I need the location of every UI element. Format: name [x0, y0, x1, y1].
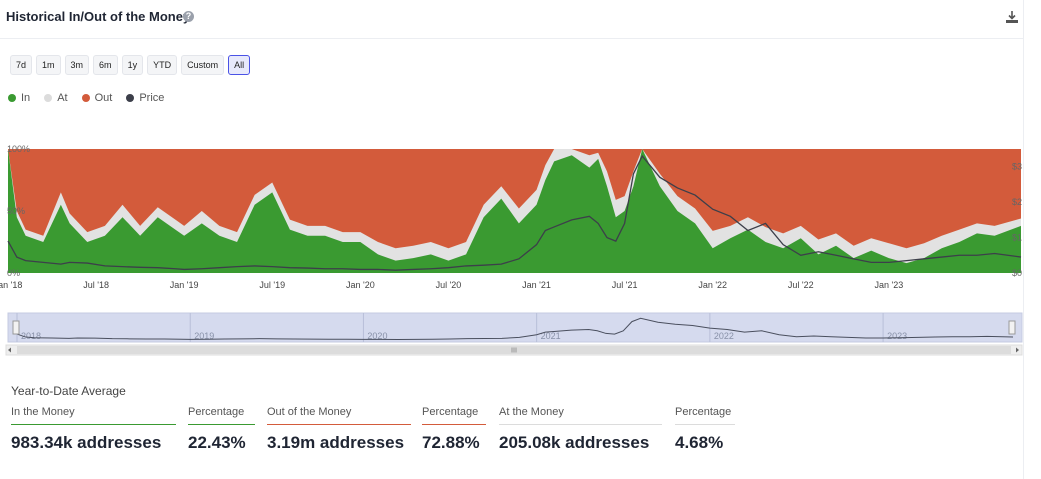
legend-dot — [126, 94, 135, 102]
y-right-tick-label: $2 — [1012, 197, 1022, 207]
navigator-year-label: 2022 — [714, 331, 734, 341]
x-tick-label: Jan '19 — [170, 280, 199, 290]
y-tick-label: 50% — [7, 206, 25, 216]
price-line — [7, 154, 1022, 271]
legend-dot — [44, 94, 53, 102]
stat-value: 4.68% — [675, 433, 724, 452]
x-tick-label: Jul '18 — [83, 280, 109, 290]
x-tick-label: Jan '22 — [698, 280, 727, 290]
stat-value: 3.19m addresses — [267, 433, 405, 452]
help-icon[interactable]: ? — [183, 11, 194, 22]
stat-column: At the Money 205.08k addresses — [499, 406, 662, 453]
range-button-custom[interactable]: Custom — [181, 55, 225, 75]
stat-column: In the Money 983.34k addresses — [11, 406, 176, 453]
legend-dot — [8, 94, 16, 102]
page-title: Historical In/Out of the Money — [6, 9, 191, 24]
panel-header: Historical In/Out of the Money ? — [0, 0, 1023, 39]
range-button-7d[interactable]: 7d — [10, 55, 33, 75]
range-button-6m[interactable]: 6m — [93, 55, 118, 75]
stat-column: Percentage 4.68% — [675, 406, 735, 453]
navigator-year-label: 2023 — [887, 331, 907, 341]
legend-label: At — [57, 92, 68, 104]
y-right-tick-label: $0 — [1012, 268, 1022, 278]
x-tick-label: Jul '20 — [436, 280, 462, 290]
x-tick-label: Jan '18 — [0, 280, 22, 290]
y-right-tick-label: $3 — [1012, 162, 1022, 172]
navigator-year-label: 2021 — [541, 331, 561, 341]
stat-value: 205.08k addresses — [499, 433, 650, 452]
download-icon[interactable] — [1004, 9, 1020, 25]
chart-legend: In At Out Price — [8, 92, 164, 104]
scroll-left-icon[interactable] — [8, 347, 11, 353]
stat-value: 983.34k addresses — [11, 433, 162, 452]
chart-navigator[interactable]: 2018 2019 2020 2021 2022 2023 — [0, 312, 1024, 357]
x-tick-label: Jul '19 — [259, 280, 285, 290]
range-button-all[interactable]: All — [228, 55, 251, 75]
legend-label: Out — [94, 92, 113, 104]
legend-item-at[interactable]: At — [44, 92, 68, 104]
x-tick-label: Jan '21 — [522, 280, 551, 290]
stat-label: In the Money — [11, 406, 176, 425]
legend-label: In — [21, 92, 31, 104]
range-selector: 7d 1m 3m 6m 1y YTD Custom All — [10, 55, 251, 75]
navigator-handle-left[interactable] — [12, 320, 20, 335]
panel-border — [1023, 0, 1024, 479]
range-button-1m[interactable]: 1m — [36, 55, 61, 75]
legend-dot — [81, 94, 90, 102]
x-tick-label: Jul '21 — [612, 280, 638, 290]
y-tick-label: 0% — [7, 268, 20, 278]
stats-title: Year-to-Date Average — [11, 384, 126, 398]
legend-label: Price — [139, 92, 165, 104]
navigator-year-label: 2019 — [194, 331, 214, 341]
legend-item-out[interactable]: Out — [81, 92, 113, 104]
stat-label: Percentage — [422, 406, 486, 425]
range-button-ytd[interactable]: YTD — [147, 55, 178, 75]
x-tick-label: Jan '20 — [346, 280, 375, 290]
range-button-3m[interactable]: 3m — [64, 55, 90, 75]
x-tick-label: Jul '22 — [788, 280, 814, 290]
stat-label: Percentage — [675, 406, 735, 425]
x-tick-label: Jan '23 — [874, 280, 903, 290]
range-button-1y[interactable]: 1y — [121, 55, 144, 75]
stat-column: Out of the Money 3.19m addresses — [267, 406, 411, 453]
navigator-handle-right[interactable] — [1008, 320, 1016, 335]
legend-item-price[interactable]: Price — [126, 92, 164, 104]
stat-value: 72.88% — [422, 433, 480, 452]
stat-label: Out of the Money — [267, 406, 411, 425]
navigator-year-label: 2020 — [367, 331, 387, 341]
navigator-year-label: 2018 — [21, 331, 41, 341]
stat-label: At the Money — [499, 406, 662, 425]
scroll-right-icon[interactable] — [1016, 347, 1019, 353]
legend-item-in[interactable]: In — [8, 92, 30, 104]
in-area — [8, 149, 1021, 273]
stat-value: 22.43% — [188, 433, 246, 452]
stat-column: Percentage 72.88% — [422, 406, 486, 453]
scroll-grip-icon — [511, 347, 517, 353]
navigator-price-line — [16, 317, 1014, 340]
stat-column: Percentage 22.43% — [188, 406, 255, 453]
y-right-tick-label: $1 — [1012, 233, 1022, 243]
in-out-money-chart: 100% 50% 0% $3 $2 $1 $0 Jan '18 Jul '18 Jan '19 Ju… — [0, 144, 1022, 290]
y-tick-label: 100% — [7, 144, 30, 154]
stat-label: Percentage — [188, 406, 255, 425]
